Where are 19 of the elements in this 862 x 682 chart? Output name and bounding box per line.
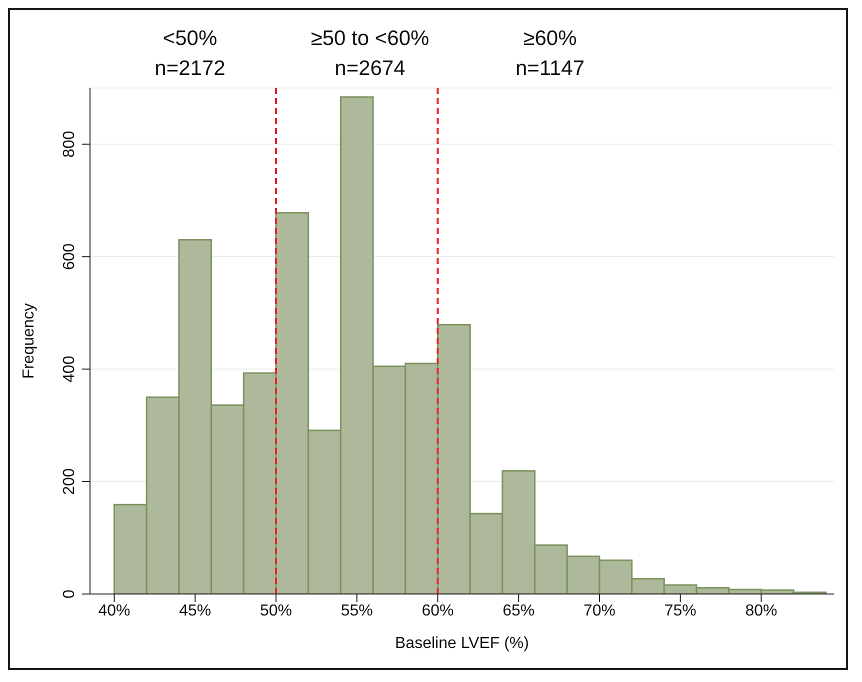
x-tick-label: 70% <box>583 602 616 620</box>
text: ≥50 to <60% n=2674 <box>310 26 430 82</box>
text: ≥60% n=1147 <box>514 26 586 82</box>
y-tick-label: 800 <box>61 130 78 158</box>
x-tick-label: 80% <box>745 602 778 620</box>
y-tick-label: 400 <box>61 356 78 382</box>
x-tick-label: 45% <box>179 602 212 620</box>
x-tick-label: 60% <box>422 602 454 620</box>
x-tick-label: 50% <box>260 602 292 620</box>
x-axis-title: Baseline LVEF (%) <box>395 635 529 652</box>
y-tick-label: 600 <box>61 243 78 270</box>
x-tick-label: 65% <box>502 602 535 620</box>
text: <50% n=2172 <box>154 26 226 82</box>
y-tick-label: 200 <box>61 468 78 495</box>
x-tick-label: 40% <box>98 602 130 620</box>
y-tick-label: 0 <box>61 589 78 598</box>
y-axis-title: Frequency <box>20 303 38 379</box>
x-tick-label: 55% <box>340 602 373 620</box>
x-tick-label: 75% <box>664 602 696 620</box>
